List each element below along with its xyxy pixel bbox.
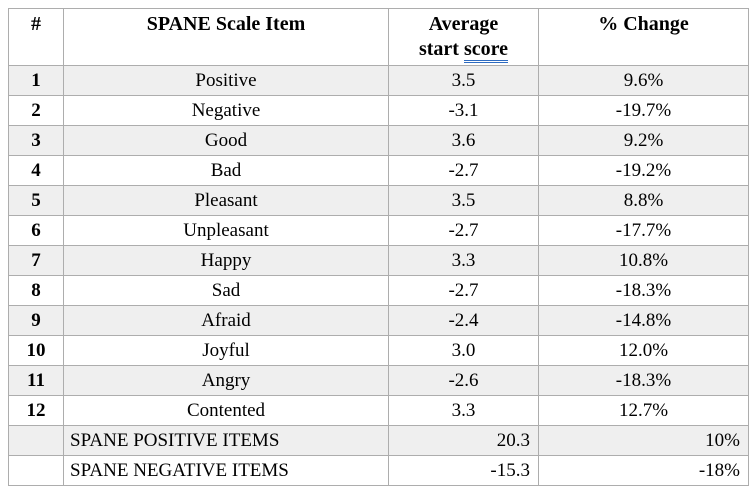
summary-item-cell: SPANE NEGATIVE ITEMS [63, 455, 389, 486]
header-average-start-score: Average start score [388, 8, 539, 66]
summary-average-cell: -15.3 [388, 455, 539, 486]
row-item-cell: Positive [63, 65, 389, 96]
row-number-cell: 8 [8, 275, 64, 306]
row-change-cell: -17.7% [538, 215, 749, 246]
row-change-cell: 9.6% [538, 65, 749, 96]
table-row: 4 Bad -2.7 -19.2% [8, 155, 749, 186]
row-number-cell: 7 [8, 245, 64, 276]
summary-row: SPANE NEGATIVE ITEMS -15.3 -18% [8, 455, 749, 486]
row-change-cell: -14.8% [538, 305, 749, 336]
row-change-cell: 12.0% [538, 335, 749, 366]
row-change-cell: -19.2% [538, 155, 749, 186]
row-average-cell: 3.0 [388, 335, 539, 366]
header-row: # SPANE Scale Item Average start score %… [8, 8, 749, 66]
row-change-cell: -18.3% [538, 365, 749, 396]
row-number-cell: 2 [8, 95, 64, 126]
summary-average-cell: 20.3 [388, 425, 539, 456]
table-body: 1 Positive 3.5 9.6% 2 Negative -3.1 -19.… [8, 65, 749, 486]
table-header: # SPANE Scale Item Average start score %… [8, 8, 749, 66]
row-item-cell: Good [63, 125, 389, 156]
row-average-cell: -2.4 [388, 305, 539, 336]
row-item-cell: Pleasant [63, 185, 389, 216]
row-number-cell: 9 [8, 305, 64, 336]
row-number-cell: 1 [8, 65, 64, 96]
row-average-cell: -2.7 [388, 275, 539, 306]
row-item-cell: Joyful [63, 335, 389, 366]
row-number-cell: 6 [8, 215, 64, 246]
row-average-cell: -2.7 [388, 155, 539, 186]
row-change-cell: 10.8% [538, 245, 749, 276]
table-row: 5 Pleasant 3.5 8.8% [8, 185, 749, 216]
row-average-cell: 3.3 [388, 395, 539, 426]
row-number-cell: 5 [8, 185, 64, 216]
row-number-cell: 12 [8, 395, 64, 426]
row-average-cell: 3.3 [388, 245, 539, 276]
row-item-cell: Happy [63, 245, 389, 276]
row-item-cell: Angry [63, 365, 389, 396]
row-number-cell: 10 [8, 335, 64, 366]
row-number-cell: 3 [8, 125, 64, 156]
row-average-cell: -2.6 [388, 365, 539, 396]
table-row: 2 Negative -3.1 -19.7% [8, 95, 749, 126]
row-change-cell: 9.2% [538, 125, 749, 156]
row-change-cell: 8.8% [538, 185, 749, 216]
row-average-cell: 3.6 [388, 125, 539, 156]
summary-item-cell: SPANE POSITIVE ITEMS [63, 425, 389, 456]
summary-number-cell [8, 455, 64, 486]
table-row: 6 Unpleasant -2.7 -17.7% [8, 215, 749, 246]
summary-change-cell: 10% [538, 425, 749, 456]
header-average-line2-prefix: start [418, 38, 464, 60]
table-row: 1 Positive 3.5 9.6% [8, 65, 749, 96]
table-row: 10 Joyful 3.0 12.0% [8, 335, 749, 366]
header-average-line2-score-underlined: score [463, 38, 509, 63]
row-average-cell: 3.5 [388, 185, 539, 216]
table-row: 3 Good 3.6 9.2% [8, 125, 749, 156]
header-percent-change: % Change [538, 8, 749, 66]
row-item-cell: Sad [63, 275, 389, 306]
row-change-cell: -18.3% [538, 275, 749, 306]
table-row: 8 Sad -2.7 -18.3% [8, 275, 749, 306]
row-number-cell: 11 [8, 365, 64, 396]
table-row: 12 Contented 3.3 12.7% [8, 395, 749, 426]
summary-number-cell [8, 425, 64, 456]
header-number: # [8, 8, 64, 66]
header-scale-item: SPANE Scale Item [63, 8, 389, 66]
row-change-cell: 12.7% [538, 395, 749, 426]
table-row: 7 Happy 3.3 10.8% [8, 245, 749, 276]
table-row: 9 Afraid -2.4 -14.8% [8, 305, 749, 336]
summary-row: SPANE POSITIVE ITEMS 20.3 10% [8, 425, 749, 456]
row-item-cell: Negative [63, 95, 389, 126]
row-item-cell: Contented [63, 395, 389, 426]
row-item-cell: Afraid [63, 305, 389, 336]
row-average-cell: -3.1 [388, 95, 539, 126]
summary-change-cell: -18% [538, 455, 749, 486]
table-row: 11 Angry -2.6 -18.3% [8, 365, 749, 396]
row-item-cell: Unpleasant [63, 215, 389, 246]
row-change-cell: -19.7% [538, 95, 749, 126]
row-average-cell: 3.5 [388, 65, 539, 96]
row-average-cell: -2.7 [388, 215, 539, 246]
row-item-cell: Bad [63, 155, 389, 186]
header-average-line1: Average [428, 13, 499, 35]
row-number-cell: 4 [8, 155, 64, 186]
spane-results-table: # SPANE Scale Item Average start score %… [8, 8, 749, 486]
